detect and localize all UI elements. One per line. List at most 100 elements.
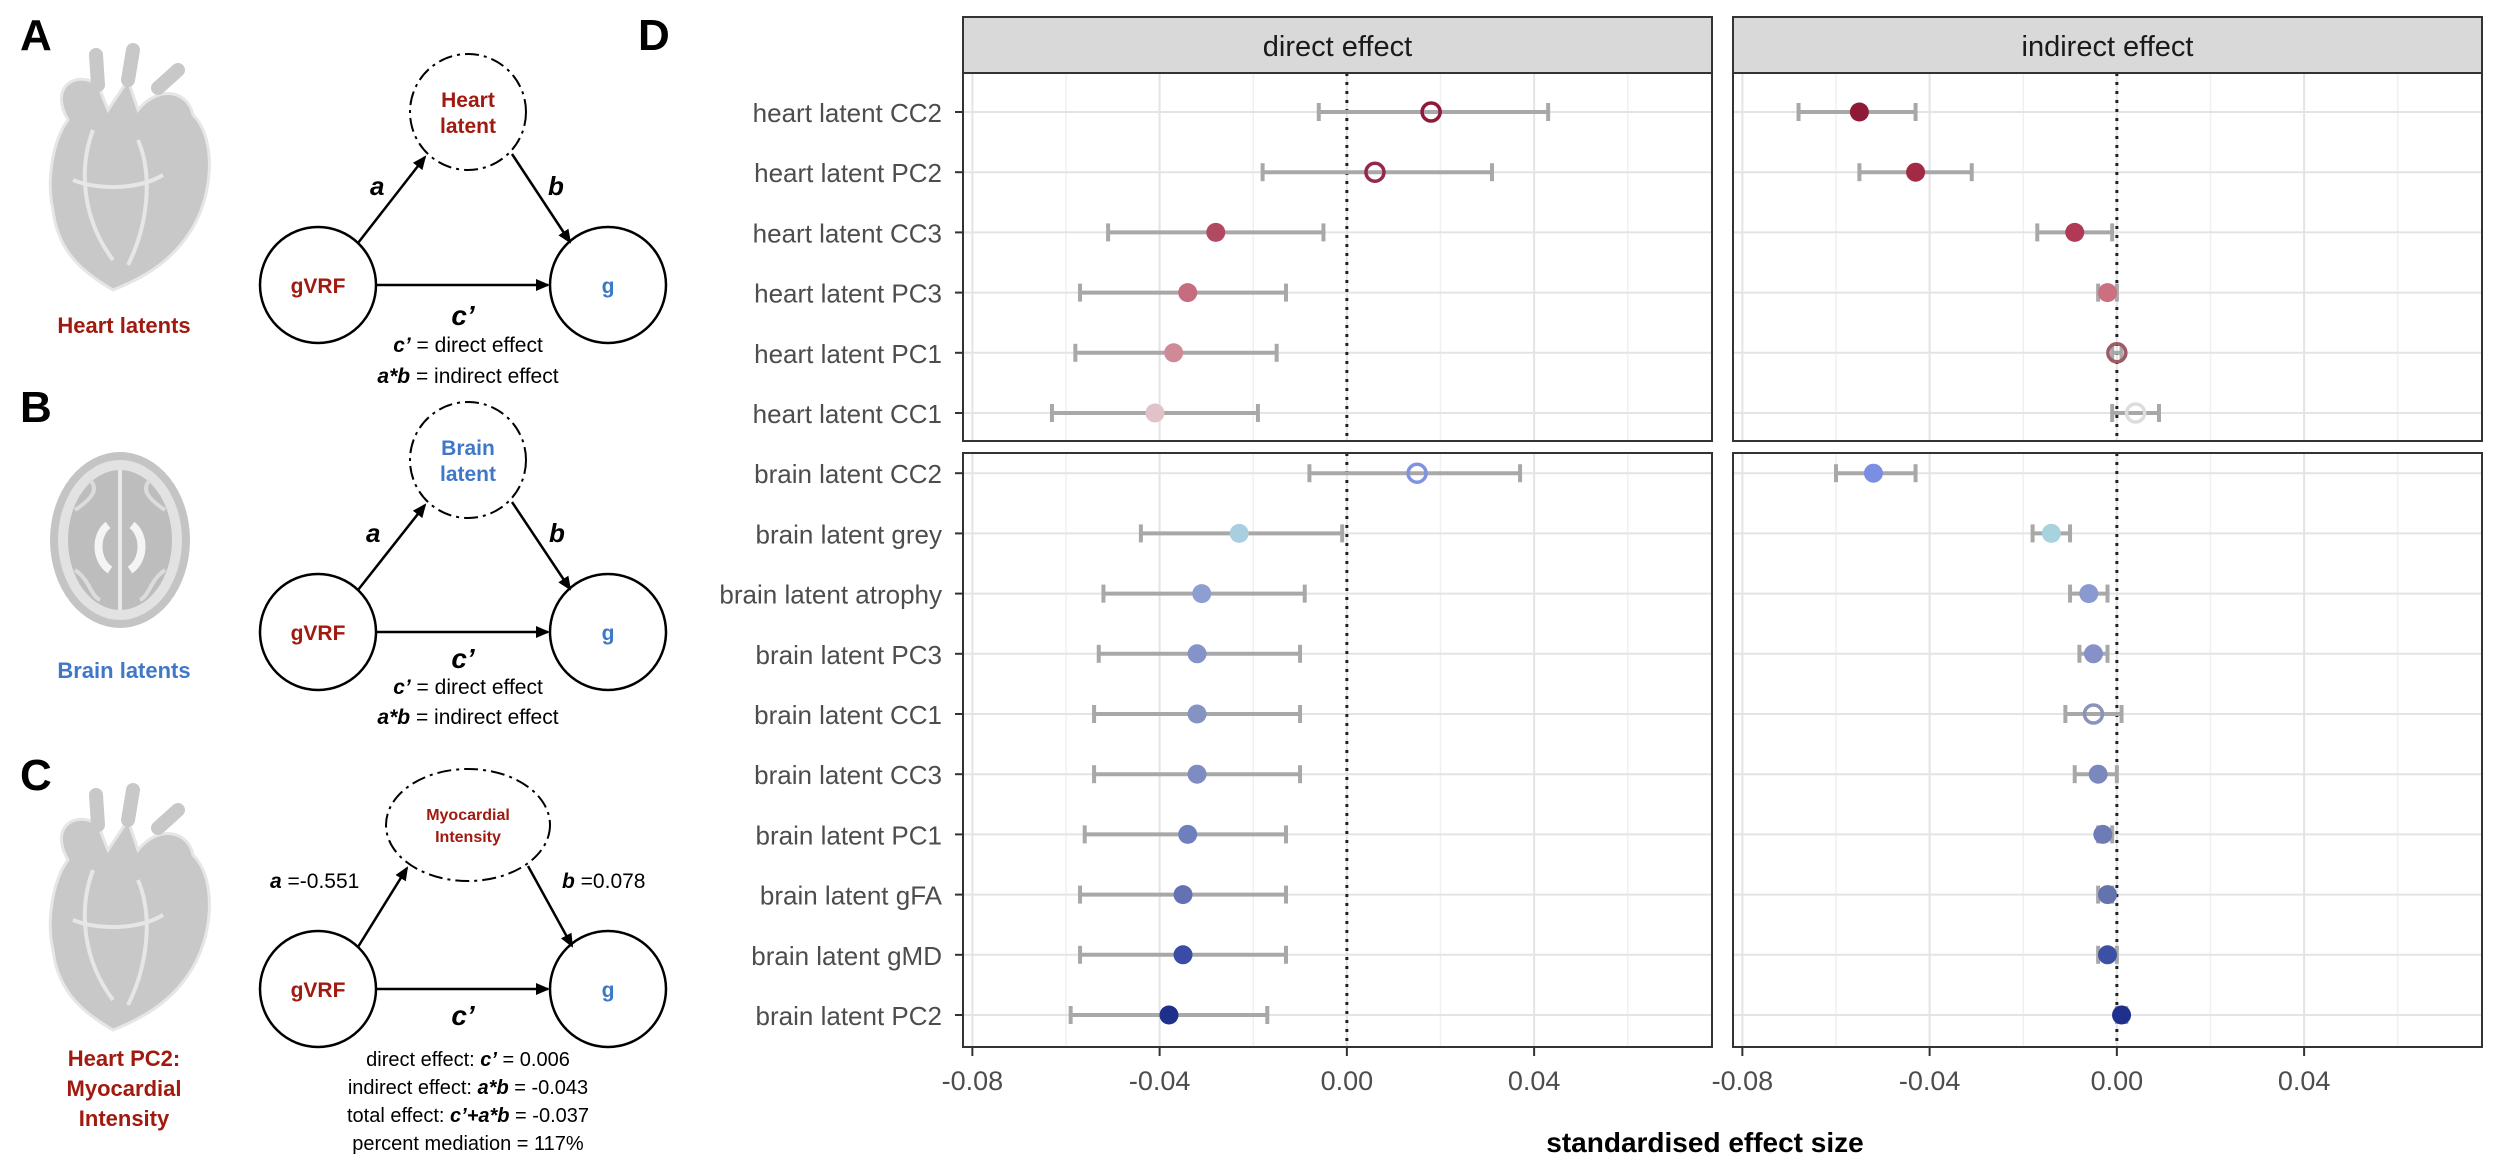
facet-strip <box>1732 16 2483 74</box>
panel-border <box>1732 72 2483 442</box>
data-point <box>1187 764 1207 784</box>
data-point <box>1206 222 1226 242</box>
data-point <box>1187 704 1207 724</box>
path-a-arrow <box>356 866 409 948</box>
x-tick-label: -0.08 <box>942 1066 1004 1096</box>
row-label: heart latent PC3 <box>754 279 942 309</box>
path-a-label: a <box>366 518 380 548</box>
data-point <box>1187 644 1207 664</box>
caption-heart-latents: Heart latents <box>57 313 190 338</box>
panel-letter-b: B <box>20 383 52 432</box>
path-a-arrow <box>357 155 427 244</box>
data-point <box>1849 102 1869 122</box>
panel-background <box>1733 73 2482 441</box>
data-point <box>2093 824 2113 844</box>
x-tick-label: -0.04 <box>1129 1066 1191 1096</box>
stat-percent-mediation: percent mediation = 117% <box>352 1133 584 1155</box>
path-b-arrow <box>510 153 572 244</box>
note-direct: c’ = direct effect <box>393 676 543 699</box>
row-label: brain latent PC1 <box>756 820 942 850</box>
mediator-label-2: latent <box>440 463 496 486</box>
data-point <box>2065 222 2085 242</box>
brain-icon <box>50 452 190 628</box>
path-b-label: b <box>549 518 565 548</box>
row-label: heart latent PC2 <box>754 158 942 188</box>
data-point <box>1863 463 1883 483</box>
x-tick-label: 0.04 <box>2278 1066 2331 1096</box>
data-point <box>2041 523 2061 543</box>
row-label: brain latent PC2 <box>756 1001 942 1031</box>
data-point <box>2083 644 2103 664</box>
path-a-arrow <box>357 503 427 591</box>
data-point <box>2098 945 2117 965</box>
facet-strip <box>962 16 1713 74</box>
data-point <box>1173 885 1193 905</box>
panel-b: B Brain latents Brain latent gVRF g a b … <box>20 383 668 729</box>
data-point <box>1164 343 1184 363</box>
x-tick-label: 0.00 <box>2091 1066 2144 1096</box>
data-point <box>1229 523 1249 543</box>
data-point <box>2098 885 2117 905</box>
path-a-label: a <box>370 171 384 201</box>
y-node-label: g <box>602 979 615 1002</box>
panel-a: A Heart latents Heart latent gVRF g a b … <box>20 11 668 388</box>
heart-icon <box>48 43 211 292</box>
note-indirect: a*b = indirect effect <box>377 706 558 729</box>
y-node <box>548 572 668 692</box>
data-point <box>1145 403 1165 423</box>
stat-total: total effect: c’+a*b = -0.037 <box>347 1105 589 1127</box>
row-label: heart latent PC1 <box>754 339 942 369</box>
panel-background <box>963 73 1712 441</box>
data-point-open <box>1364 161 1386 183</box>
data-point-open <box>1420 101 1442 123</box>
y-node <box>548 929 668 1049</box>
data-point-open <box>2106 342 2128 364</box>
path-c-label: c’ <box>451 300 476 331</box>
panel-border <box>1732 452 2483 1048</box>
row-label: brain latent CC1 <box>754 700 942 730</box>
stat-indirect: indirect effect: a*b = -0.043 <box>348 1077 588 1099</box>
row-label: brain latent PC3 <box>756 640 942 670</box>
data-point <box>1178 283 1198 303</box>
data-point <box>2098 283 2117 303</box>
caption-line-1: Heart PC2: <box>68 1046 180 1071</box>
panel-letter-d: D <box>638 11 670 60</box>
row-label: heart latent CC1 <box>753 399 942 429</box>
y-node-label: g <box>602 622 615 645</box>
y-node <box>548 225 668 345</box>
panel-c: C Heart PC2: Myocardial Intensity Myocar… <box>20 751 668 1155</box>
data-point <box>2112 1005 2132 1025</box>
row-label: brain latent grey <box>756 519 942 549</box>
heart-icon <box>48 783 211 1032</box>
facet-title: direct effect <box>1263 31 1412 63</box>
data-point <box>1178 824 1198 844</box>
forest-plot: direct effect indirect effect heart latent… <box>719 16 2483 1158</box>
x-tick-label: 0.00 <box>1321 1066 1374 1096</box>
mediator-node <box>409 401 527 519</box>
data-point <box>2088 764 2108 784</box>
row-label: brain latent CC3 <box>754 760 942 790</box>
note-direct: c’ = direct effect <box>393 334 543 357</box>
x-tick-label: -0.04 <box>1899 1066 1961 1096</box>
row-label: brain latent gMD <box>751 941 942 971</box>
x-node-label: gVRF <box>291 622 346 645</box>
facet-title: indirect effect <box>2022 31 2194 63</box>
panel-letter-a: A <box>20 11 52 60</box>
note-indirect: a*b = indirect effect <box>377 365 558 388</box>
stat-direct: direct effect: c’ = 0.006 <box>366 1049 570 1071</box>
panel-border <box>962 72 1713 442</box>
caption-line-3: Intensity <box>79 1106 170 1131</box>
data-point-open <box>2124 402 2147 424</box>
path-b-arrow <box>510 501 572 591</box>
x-tick-label: -0.08 <box>1712 1066 1774 1096</box>
data-point-open <box>1406 462 1428 484</box>
row-label: heart latent CC3 <box>753 218 942 248</box>
mediator-label-1: Myocardial <box>426 807 510 824</box>
mediator-label-2: Intensity <box>435 829 501 846</box>
data-point <box>1173 945 1193 965</box>
data-point-open <box>2082 703 2105 725</box>
path-a-label: a =-0.551 <box>270 870 359 893</box>
mediator-label-2: latent <box>440 115 496 138</box>
mediator-label-1: Heart <box>441 89 495 112</box>
y-node-label: g <box>602 275 615 298</box>
